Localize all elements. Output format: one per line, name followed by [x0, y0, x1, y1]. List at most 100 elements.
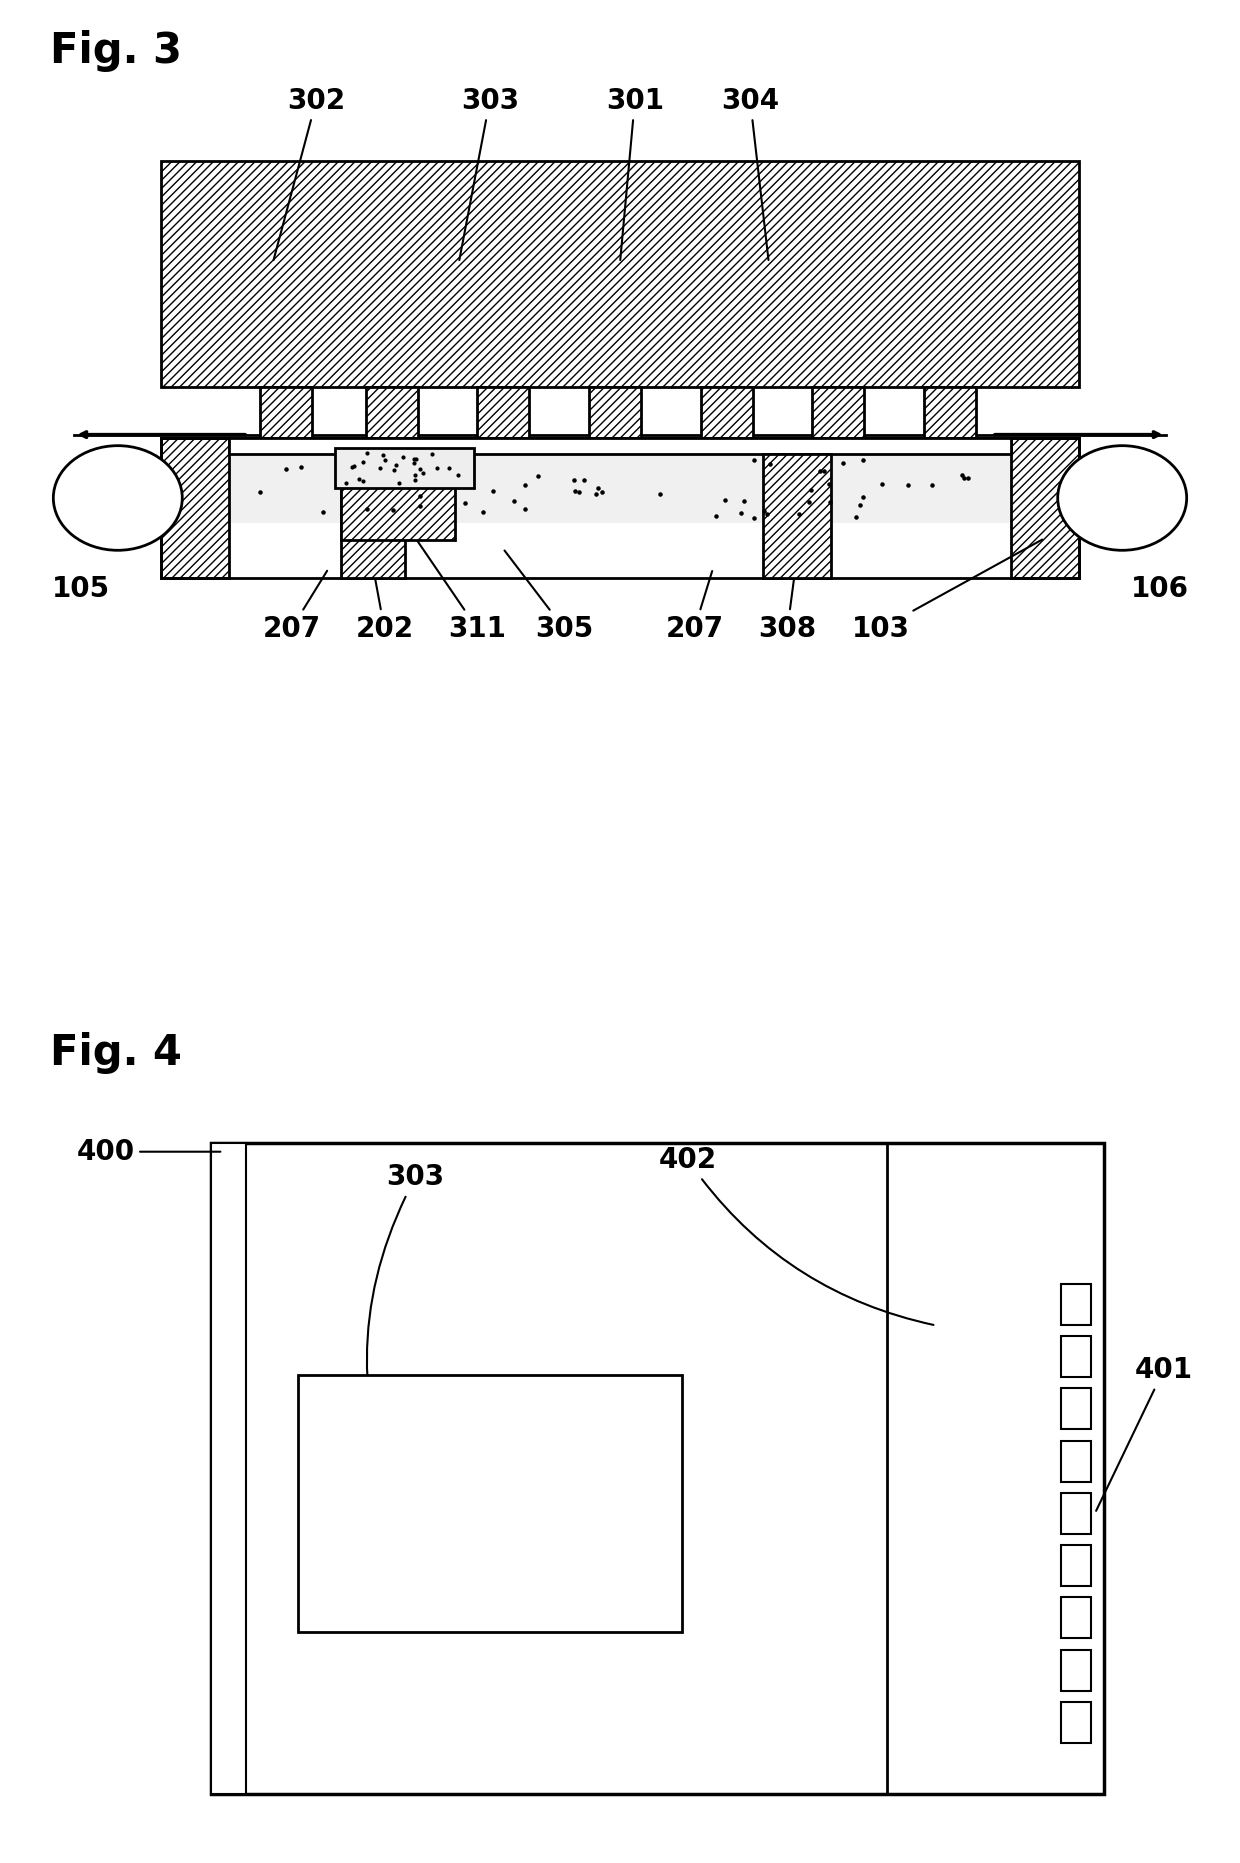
Point — [346, 456, 366, 486]
Bar — [335, 447, 474, 488]
Point — [388, 468, 408, 497]
Bar — [366, 388, 418, 443]
Bar — [477, 388, 529, 443]
Point — [730, 497, 750, 527]
Point — [482, 475, 502, 505]
Point — [472, 497, 492, 527]
Point — [853, 445, 873, 475]
Point — [314, 497, 334, 527]
Point — [820, 488, 839, 518]
Bar — [589, 388, 641, 443]
Point — [353, 466, 373, 496]
Point — [528, 462, 548, 492]
Point — [339, 456, 358, 486]
Text: 301: 301 — [606, 86, 663, 261]
Bar — [161, 438, 229, 578]
Text: 207: 207 — [263, 570, 327, 643]
Text: 401: 401 — [1096, 1356, 1193, 1511]
Bar — [161, 160, 1079, 388]
Bar — [341, 484, 455, 540]
Bar — [298, 1375, 682, 1632]
Point — [427, 453, 446, 483]
Circle shape — [53, 445, 182, 550]
Text: 207: 207 — [666, 572, 723, 643]
Bar — [1061, 1388, 1091, 1429]
Bar — [341, 484, 405, 578]
Bar — [701, 388, 753, 443]
Bar — [260, 388, 312, 443]
Text: 305: 305 — [505, 550, 593, 643]
Point — [744, 445, 764, 475]
Bar — [1061, 1492, 1091, 1533]
Point — [383, 496, 403, 525]
Point — [405, 443, 425, 473]
Point — [846, 503, 866, 533]
Point — [923, 469, 942, 499]
Point — [811, 456, 831, 486]
Text: 402: 402 — [660, 1146, 934, 1325]
Point — [734, 486, 754, 516]
Point — [370, 453, 389, 483]
Bar — [701, 388, 753, 443]
Point — [813, 456, 833, 486]
Point — [277, 455, 296, 484]
Bar — [161, 438, 1079, 578]
Bar — [161, 160, 1079, 388]
Point — [503, 486, 523, 516]
Text: 303: 303 — [367, 1163, 444, 1520]
Bar — [341, 484, 455, 540]
Point — [405, 466, 425, 496]
Point — [448, 460, 467, 490]
Bar — [1061, 1649, 1091, 1692]
Point — [754, 496, 774, 525]
Text: 105: 105 — [52, 574, 109, 602]
Point — [833, 449, 853, 479]
Point — [565, 477, 585, 507]
Text: 400: 400 — [77, 1138, 221, 1166]
Circle shape — [1058, 445, 1187, 550]
Bar — [812, 388, 864, 443]
Text: Fig. 3: Fig. 3 — [50, 30, 181, 73]
Point — [715, 486, 735, 516]
Bar — [1061, 1284, 1091, 1325]
Point — [342, 453, 362, 483]
Bar — [1061, 1703, 1091, 1744]
Point — [340, 462, 360, 492]
Bar — [924, 388, 976, 443]
Point — [820, 469, 839, 499]
Point — [789, 499, 808, 529]
Point — [373, 440, 393, 469]
Point — [569, 477, 589, 507]
Point — [405, 460, 425, 490]
Point — [756, 499, 776, 529]
Point — [404, 443, 424, 473]
Point — [439, 453, 459, 483]
Point — [410, 455, 430, 484]
Point — [410, 481, 430, 510]
Bar — [812, 388, 864, 443]
Point — [744, 503, 764, 533]
Bar — [477, 388, 529, 443]
Bar — [763, 455, 831, 578]
Point — [873, 469, 893, 499]
Bar — [260, 388, 312, 443]
Point — [350, 464, 370, 494]
Bar — [1061, 1440, 1091, 1481]
Point — [593, 477, 613, 507]
Bar — [1011, 438, 1079, 578]
Text: 106: 106 — [1131, 574, 1188, 602]
Point — [707, 501, 727, 531]
Point — [455, 488, 475, 518]
Point — [650, 479, 670, 509]
Bar — [211, 1144, 246, 1794]
Point — [588, 473, 608, 503]
Text: 304: 304 — [722, 86, 779, 261]
Point — [564, 466, 584, 496]
Point — [952, 460, 972, 490]
Point — [386, 451, 405, 481]
Bar — [763, 455, 831, 578]
Point — [585, 479, 605, 509]
Point — [249, 477, 269, 507]
Point — [898, 469, 918, 499]
Bar — [341, 484, 405, 578]
